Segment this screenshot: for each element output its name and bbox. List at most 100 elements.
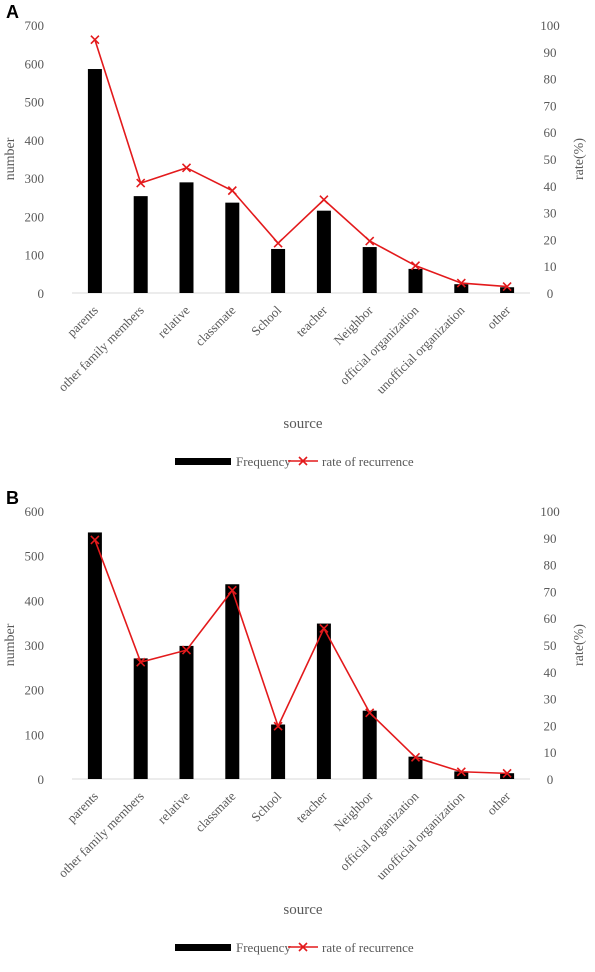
rate-marker: [227, 186, 237, 196]
rate-marker: [227, 585, 237, 595]
x-tick-label: Neighbor: [330, 302, 376, 348]
y2-tick-label: 60: [544, 125, 557, 140]
rate-marker: [319, 195, 329, 205]
bar: [225, 584, 240, 779]
y2-tick-label: 50: [544, 152, 557, 167]
bar: [133, 658, 148, 779]
rate-marker: [90, 535, 100, 545]
x-tick-label: official organization: [337, 788, 422, 873]
chart-panel-b: B 0 100 200 300 400 500 600 0 10 20 30 40 50 60 70 80 90…: [0, 486, 595, 972]
y2-tick-label: 50: [544, 638, 557, 653]
bar: [454, 284, 469, 293]
bar: [316, 623, 331, 779]
x-tick-label: other family members: [55, 789, 147, 881]
bar: [87, 532, 102, 779]
x-tick-label: classmate: [192, 788, 239, 835]
y2-axis-title: rate(%): [572, 138, 587, 180]
rate-marker: [456, 767, 466, 777]
y-tick-label: 700: [25, 18, 45, 33]
legend-label: rate of recurrence: [322, 454, 414, 469]
x-tick-label: official organization: [337, 302, 422, 387]
y2-tick-label: 10: [544, 259, 557, 274]
y-axis-title: number: [3, 137, 18, 180]
rate-marker: [319, 623, 329, 633]
x-tick-label: relative: [154, 302, 192, 340]
y2-tick-label: 30: [544, 206, 557, 221]
x-tick-label: School: [248, 302, 284, 338]
rate-marker: [136, 657, 146, 667]
bar: [362, 710, 377, 779]
x-axis-title: source: [283, 416, 322, 432]
rate-marker: [365, 236, 375, 246]
bar: [179, 645, 194, 779]
chart-panel-a: A 0 100 200 300 400 500 600 700 0 10 20 30 40 50 60 70 8…: [3, 2, 587, 469]
bar: [408, 756, 423, 779]
x-tick-label: parents: [64, 303, 101, 340]
legend-marker: [298, 942, 308, 952]
y2-tick-label: 0: [547, 286, 554, 301]
legend-label: rate of recurrence: [322, 940, 414, 955]
rate-line: [94, 539, 508, 775]
rate-marker: [136, 178, 146, 188]
rate-marker: [410, 261, 421, 271]
y-axis-title: number: [3, 623, 18, 666]
y2-tick-label: 40: [544, 665, 557, 680]
rate-line: [94, 39, 508, 288]
y-tick-label: 0: [38, 286, 45, 301]
y2-tick-label: 70: [544, 584, 557, 599]
x-tick-label: classmate: [192, 302, 239, 349]
y2-tick-label: 80: [544, 558, 557, 573]
bar: [271, 724, 286, 779]
y-tick-label: 400: [25, 593, 45, 608]
rate-marker: [365, 708, 375, 718]
x-tick-label: unofficial organization: [373, 302, 468, 397]
x-tick-label: Neighbor: [330, 788, 376, 834]
y-tick-label: 200: [25, 209, 45, 224]
y2-tick-label: 30: [544, 692, 557, 707]
rate-marker: [181, 163, 192, 173]
legend-bar-swatch: [175, 944, 231, 951]
bar: [87, 69, 102, 294]
y2-tick-label: 90: [544, 45, 557, 60]
x-axis-title: source: [283, 902, 322, 918]
y2-tick-label: 20: [544, 718, 557, 733]
rate-marker: [410, 752, 421, 762]
bar: [454, 771, 469, 779]
x-tick-label: other: [484, 302, 514, 332]
x-tick-label: relative: [154, 788, 192, 826]
rate-marker: [273, 238, 283, 248]
legend-marker: [298, 456, 308, 466]
x-tick-label: School: [248, 788, 284, 824]
x-tick-label: unofficial organization: [373, 788, 468, 883]
rate-marker: [456, 278, 466, 288]
x-tick-label: teacher: [293, 788, 331, 826]
y2-tick-label: 40: [544, 179, 557, 194]
rate-marker: [273, 721, 283, 731]
y-tick-label: 500: [25, 95, 45, 110]
bar: [362, 247, 377, 293]
y2-tick-label: 0: [547, 772, 554, 787]
y-tick-label: 200: [25, 683, 45, 698]
bar: [133, 196, 148, 293]
legend-label: Frequency: [236, 454, 291, 469]
bar: [500, 773, 515, 779]
legend-bar-swatch: [175, 458, 231, 465]
y2-tick-label: 100: [540, 504, 560, 519]
rate-marker: [502, 282, 512, 292]
rate-marker: [181, 645, 192, 655]
y2-tick-label: 10: [544, 745, 557, 760]
y-tick-label: 600: [25, 504, 45, 519]
y2-tick-label: 20: [544, 232, 557, 247]
y2-tick-label: 90: [544, 531, 557, 546]
x-tick-label: other: [484, 788, 514, 818]
bar: [225, 202, 240, 293]
y2-tick-label: 100: [540, 18, 560, 33]
y-tick-label: 500: [25, 549, 45, 564]
x-tick-label: teacher: [293, 302, 331, 340]
panel-label: B: [6, 488, 19, 508]
bar: [316, 210, 331, 293]
bar: [408, 268, 423, 293]
chart-a-svg: 0 100 200 300 400 500 600 700 0 10 20 30 40 50 60 70 80 9…: [3, 18, 587, 469]
y2-tick-label: 60: [544, 611, 557, 626]
y-tick-label: 300: [25, 638, 45, 653]
